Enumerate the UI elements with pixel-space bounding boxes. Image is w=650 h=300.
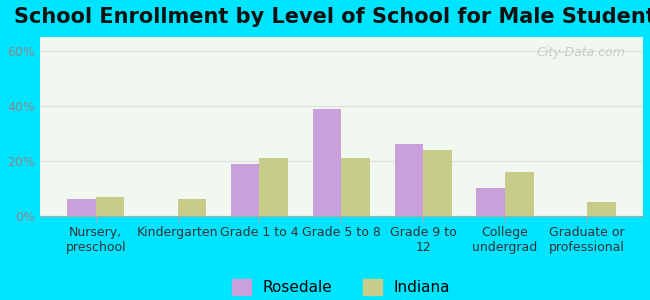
Title: School Enrollment by Level of School for Male Students: School Enrollment by Level of School for… (14, 7, 650, 27)
Legend: Rosedale, Indiana: Rosedale, Indiana (226, 273, 456, 300)
Bar (96, 197, 124, 216)
Bar (67, 200, 96, 216)
Bar (231, 164, 259, 216)
Text: City-Data.com: City-Data.com (536, 46, 625, 59)
Bar (423, 150, 452, 216)
Bar (476, 188, 505, 216)
Bar (177, 200, 206, 216)
Bar (395, 144, 423, 216)
Bar (313, 109, 341, 216)
Bar (505, 172, 534, 216)
Bar (259, 158, 288, 216)
Bar (587, 202, 616, 216)
Bar (341, 158, 370, 216)
